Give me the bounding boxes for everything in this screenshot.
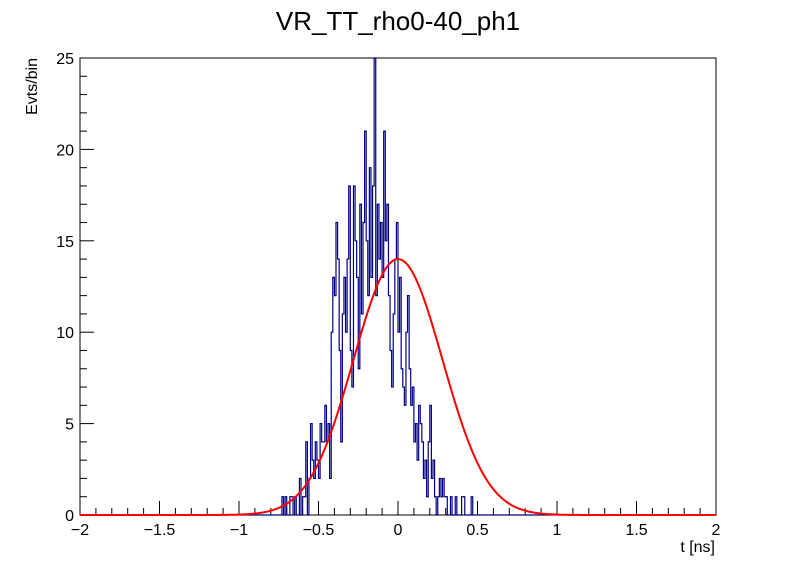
x-tick-label: −1.5 xyxy=(144,522,176,539)
x-tick-label: 1.5 xyxy=(625,522,647,539)
x-tick-label: −0.5 xyxy=(303,522,335,539)
gaussian-fit-curve xyxy=(80,258,716,516)
x-tick-label: 0 xyxy=(394,522,403,539)
y-tick-label: 5 xyxy=(65,417,74,434)
y-tick-label: 0 xyxy=(65,508,74,525)
y-tick-label: 20 xyxy=(56,142,74,159)
y-axis: 0 5 10 15 20 25 xyxy=(56,51,94,525)
chart-title: VR_TT_rho0-40_ph1 xyxy=(276,6,520,36)
x-tick-label: −1 xyxy=(230,522,248,539)
y-tick-label: 10 xyxy=(56,325,74,342)
x-tick-label: 0.5 xyxy=(466,522,488,539)
x-tick-label: 1 xyxy=(553,522,562,539)
y-axis-label: Evts/bin xyxy=(24,58,41,115)
y-tick-label: 15 xyxy=(56,234,74,251)
x-axis-label: t [ns] xyxy=(680,539,715,556)
x-tick-label: 2 xyxy=(712,522,721,539)
x-axis: −2 −1.5 −1 −0.5 0 0.5 1 1.5 2 xyxy=(71,501,721,539)
x-tick-label: −2 xyxy=(71,522,89,539)
y-tick-label: 25 xyxy=(56,51,74,68)
